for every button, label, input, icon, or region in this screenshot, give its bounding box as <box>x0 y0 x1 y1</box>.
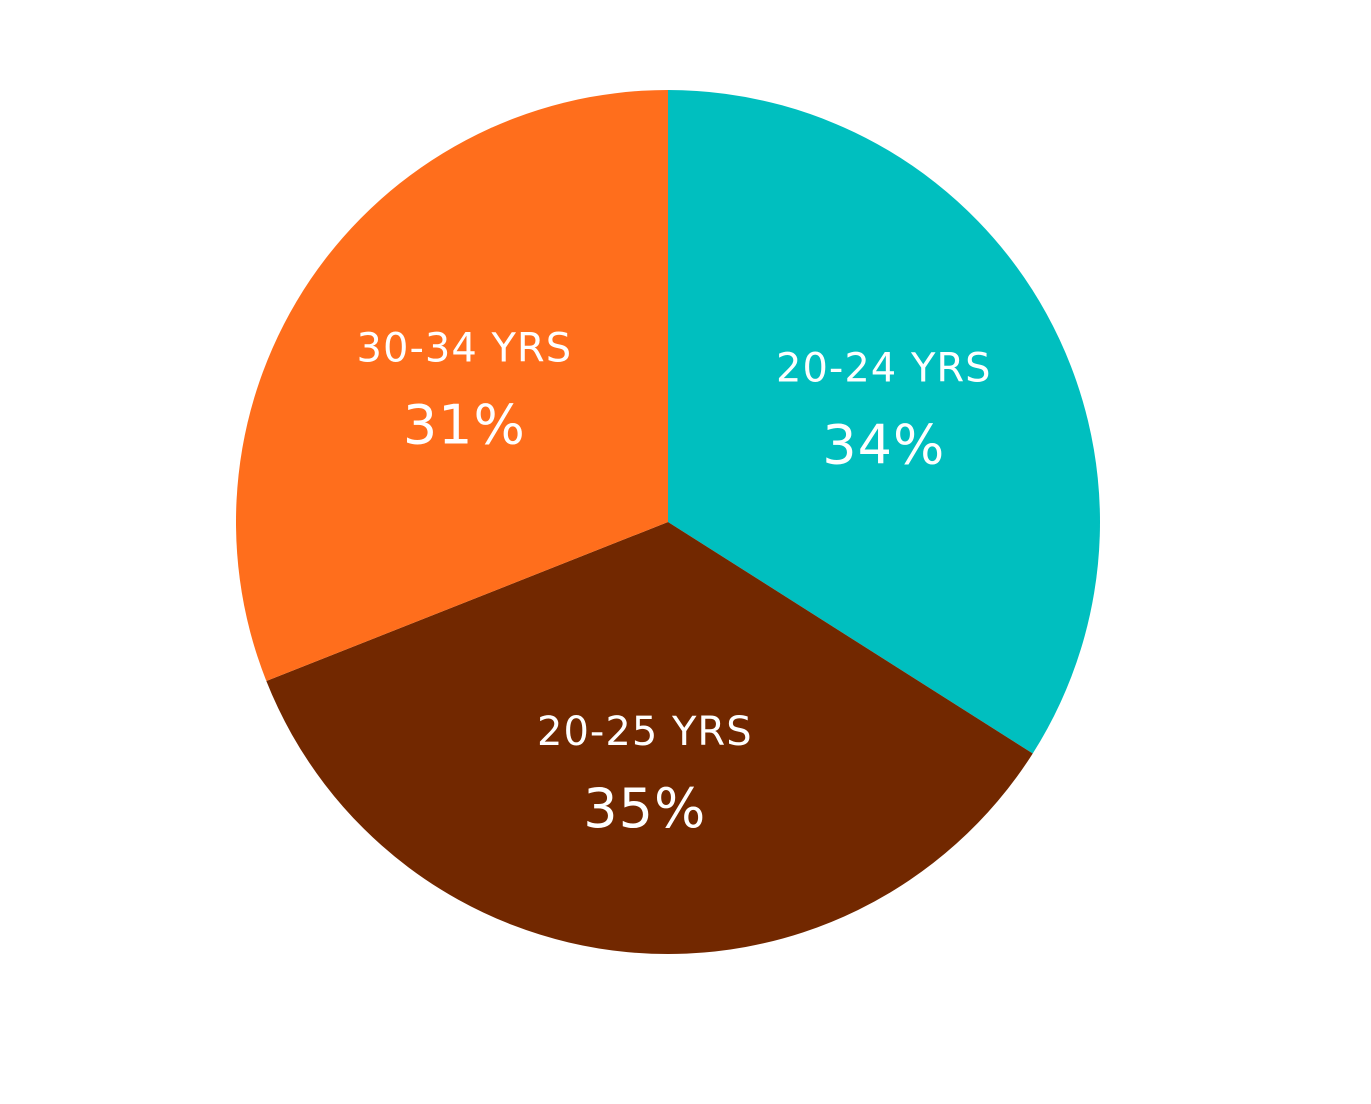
pie-slice-20-25-yrs <box>266 522 1033 954</box>
slice-percent-label: 35% <box>583 777 706 840</box>
labels-layer: 20-24 YRS 34% 20-25 YRS 35% 30-34 YRS 31% <box>357 326 992 841</box>
slice-percent-label: 34% <box>822 413 945 476</box>
pie-slice-20-24-yrs <box>668 90 1100 754</box>
slice-category-label: 30-34 YRS <box>357 326 573 372</box>
slices-layer <box>235 90 1100 954</box>
slice-category-label: 20-24 YRS <box>776 345 992 391</box>
slice-percent-label: 31% <box>403 394 526 457</box>
slice-category-label: 20-25 YRS <box>537 709 753 755</box>
pie-slice-30-34-yrs <box>235 90 669 682</box>
